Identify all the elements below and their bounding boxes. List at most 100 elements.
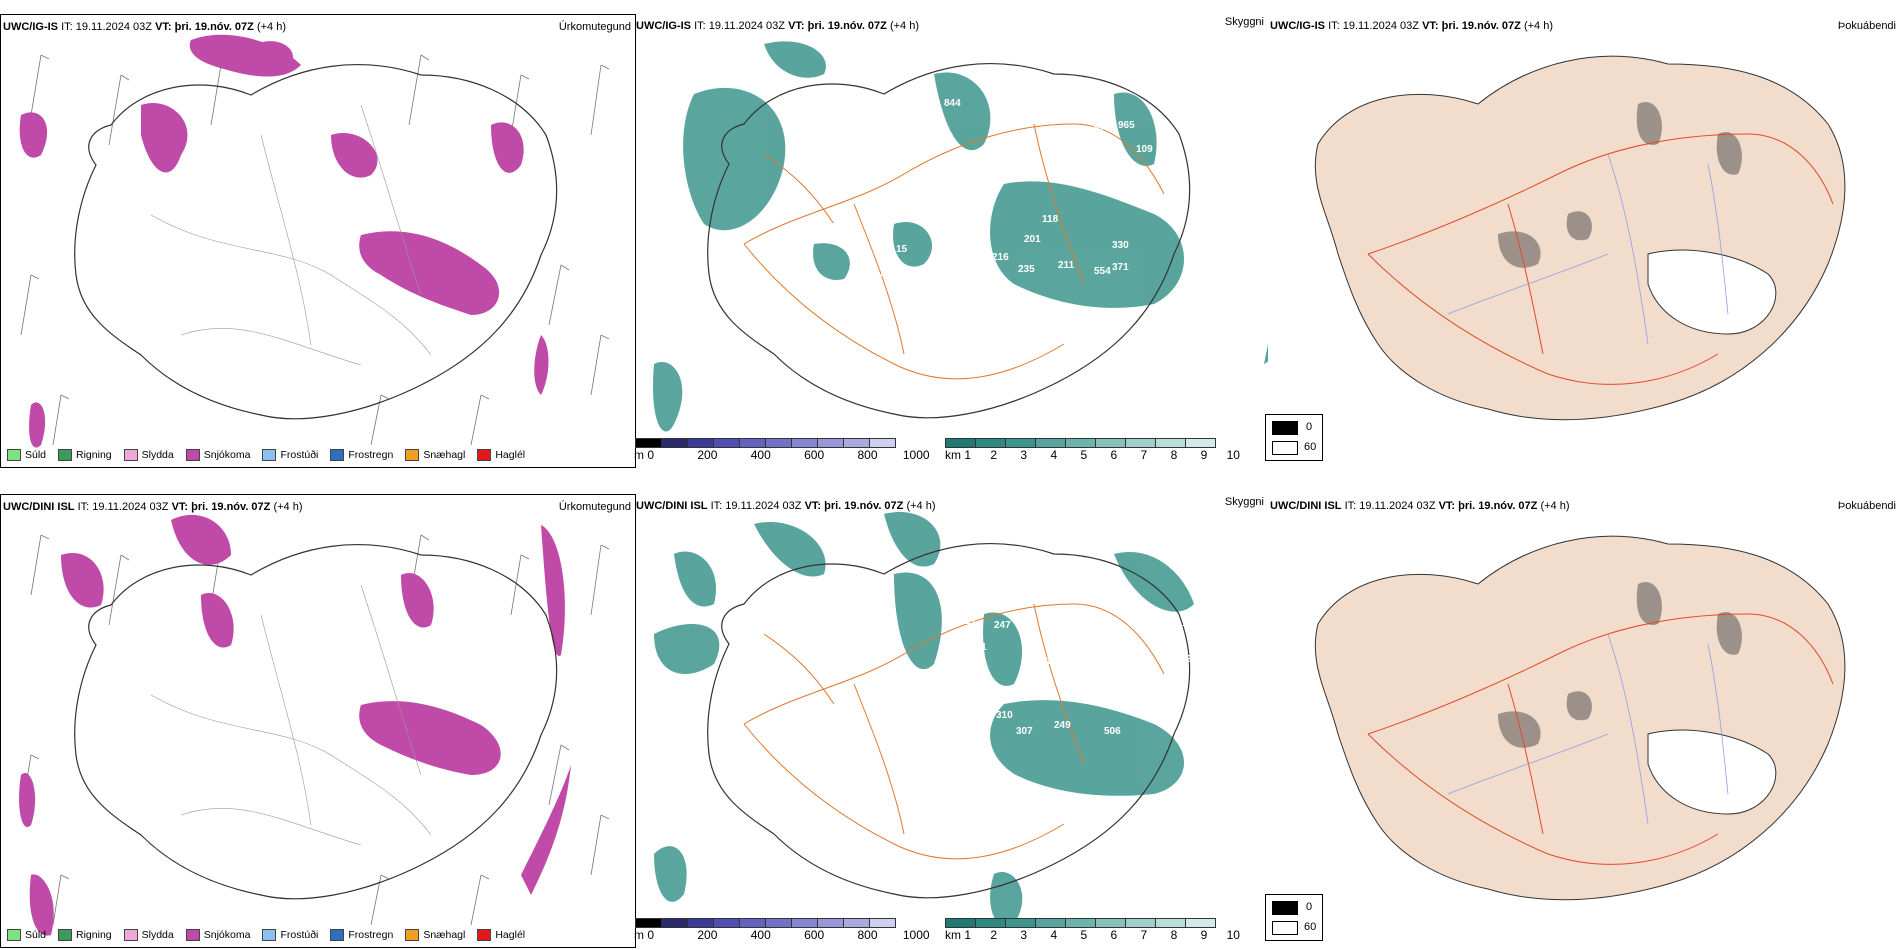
- tick: 200: [697, 448, 718, 462]
- visibility-areas: [654, 512, 1194, 926]
- legend-item: Frostregn: [330, 929, 393, 941]
- vt-label: VT:: [788, 20, 805, 32]
- swatch-freezing-drizzle: [262, 449, 277, 461]
- cloud-label: 161: [970, 642, 987, 653]
- it-label: IT:: [694, 20, 706, 32]
- vt-label: VT:: [804, 500, 822, 512]
- fog-max-label: 0: [1306, 421, 1313, 433]
- cloud-label: 227: [960, 616, 977, 627]
- cloud-label: 279: [1024, 690, 1041, 701]
- tick: 8: [1170, 448, 1178, 462]
- fog-swatch-white: [1272, 921, 1298, 935]
- cloud-label: 57: [1138, 708, 1150, 719]
- swatch-sleet: [123, 449, 138, 461]
- legend-item: Slydda: [123, 929, 174, 941]
- roads: [1367, 133, 1834, 385]
- cloud-label: 58: [848, 722, 860, 733]
- vt-label: VT:: [1438, 500, 1456, 512]
- vt-value: þri. 19.nóv. 07Z: [191, 501, 271, 513]
- legend-item: Rigning: [58, 929, 112, 941]
- legend-item: Snæhagl: [405, 929, 465, 941]
- precip-map-dini: [19, 514, 610, 936]
- it-value: 19.11.2024 03Z: [92, 501, 169, 513]
- ceiling-seg: [869, 918, 896, 928]
- model-name: UWC/DINI ISL: [3, 501, 75, 513]
- lead-time: (+4 h): [1523, 20, 1554, 32]
- model-name: UWC/IG-IS: [3, 21, 58, 33]
- fog-min-label: 60: [1304, 921, 1317, 933]
- fog-panel-dini: UWC/DINI ISL IT: 19.11.2024 03Z VT: þri.…: [1268, 494, 1900, 946]
- fog-panel-ig: UWC/IG-IS IT: 19.11.2024 03Z VT: þri. 19…: [1268, 14, 1900, 466]
- tick: 9: [1200, 928, 1208, 942]
- cloud-label: 330: [1112, 240, 1129, 251]
- legend-label: Súld: [25, 929, 47, 941]
- swatch-drizzle: [7, 449, 21, 461]
- precip-panel-dini: UWC/DINI ISL IT: 19.11.2024 03Z VT: þri.…: [0, 494, 636, 948]
- swatch-snow: [185, 449, 200, 461]
- legend-label: Haglél: [495, 929, 526, 941]
- legend-item: Frostúði: [262, 449, 318, 461]
- cloud-label: 504: [992, 170, 1009, 181]
- cloud-label: 216: [992, 252, 1009, 263]
- swatch-hail: [477, 449, 492, 461]
- ceiling-seg: [817, 438, 843, 448]
- legend-label: Snjókoma: [203, 929, 251, 941]
- vt-value: þri. 19.nóv. 07Z: [807, 20, 887, 32]
- cloud-label: 109: [1136, 144, 1153, 155]
- ceiling-seg: [765, 438, 791, 448]
- glacier-area: [1647, 729, 1777, 815]
- ceiling-seg: [843, 438, 869, 448]
- ceiling-ticks: m 0 200 400 600 800 1000: [634, 448, 930, 462]
- cloud-label: 211: [1058, 260, 1075, 271]
- it-value: 19.11.2024 03Z: [1359, 500, 1436, 512]
- it-value: 19.11.2024 03Z: [725, 500, 802, 512]
- iceland-outline: [74, 543, 558, 900]
- ceiling-seg: [869, 438, 896, 448]
- cloud-label: 27: [874, 268, 886, 279]
- cloud-label: 134: [1046, 656, 1063, 667]
- cloud-label: 313: [974, 694, 991, 705]
- lead-time: (+4 h): [889, 20, 920, 32]
- ceiling-seg: [817, 918, 843, 928]
- fog-map-dini: [1314, 535, 1846, 901]
- precip-header-ig: UWC/IG-IS IT: 19.11.2024 03Z VT: þri. 19…: [3, 21, 286, 33]
- precip-title: Úrkomutegund: [558, 501, 631, 513]
- ceiling-labels: 965 568 259 227 247 161 100 277 27 134 2…: [848, 502, 1199, 737]
- precip-header-dini: UWC/DINI ISL IT: 19.11.2024 03Z VT: þri.…: [3, 501, 303, 513]
- ceiling-ticks: m 0 200 400 600 800 1000: [634, 928, 930, 942]
- ceiling-bar: [635, 438, 896, 448]
- cloud-map-ig: 870 844 385 965 109 504 133 118 498 22 2…: [653, 41, 1268, 432]
- tick: 5: [1080, 928, 1088, 942]
- vis-seg: [1035, 918, 1065, 928]
- cloud-label: 122: [1204, 186, 1221, 197]
- cloud-title: Skyggni: [1224, 496, 1264, 508]
- swatch-freezing-drizzle: [262, 929, 277, 941]
- cloud-label: 27: [1186, 654, 1198, 665]
- iceland-outline: [707, 62, 1191, 419]
- fog-swatch-black: [1272, 421, 1298, 435]
- cloud-label: 259: [952, 596, 969, 607]
- snow-areas: [19, 34, 549, 448]
- cloud-header-ig: UWC/IG-IS IT: 19.11.2024 03Z VT: þri. 19…: [636, 20, 919, 32]
- cloud-label: 48: [930, 378, 942, 389]
- tick: 3: [1020, 448, 1028, 462]
- cloud-label: 448: [906, 386, 923, 397]
- ceiling-seg: [713, 918, 739, 928]
- vis-seg: [1065, 918, 1095, 928]
- tick: 9: [1200, 448, 1208, 462]
- cloud-label: 277: [1170, 654, 1187, 665]
- ceiling-seg: [791, 438, 817, 448]
- cloud-label: 965: [1044, 502, 1061, 513]
- tick: 1: [964, 448, 972, 462]
- it-label: IT:: [1328, 20, 1340, 32]
- cloud-label: 568: [936, 574, 953, 585]
- cloud-label: 870: [916, 54, 933, 65]
- tick: 2: [990, 928, 998, 942]
- tick: 10: [1226, 448, 1240, 462]
- cloud-label: 15: [896, 244, 908, 255]
- tick: 7: [1140, 928, 1148, 942]
- vis-seg: [1095, 438, 1125, 448]
- cloud-label: 385: [1092, 122, 1109, 133]
- cloud-label: 133: [972, 194, 989, 205]
- ceiling-seg: [635, 438, 661, 448]
